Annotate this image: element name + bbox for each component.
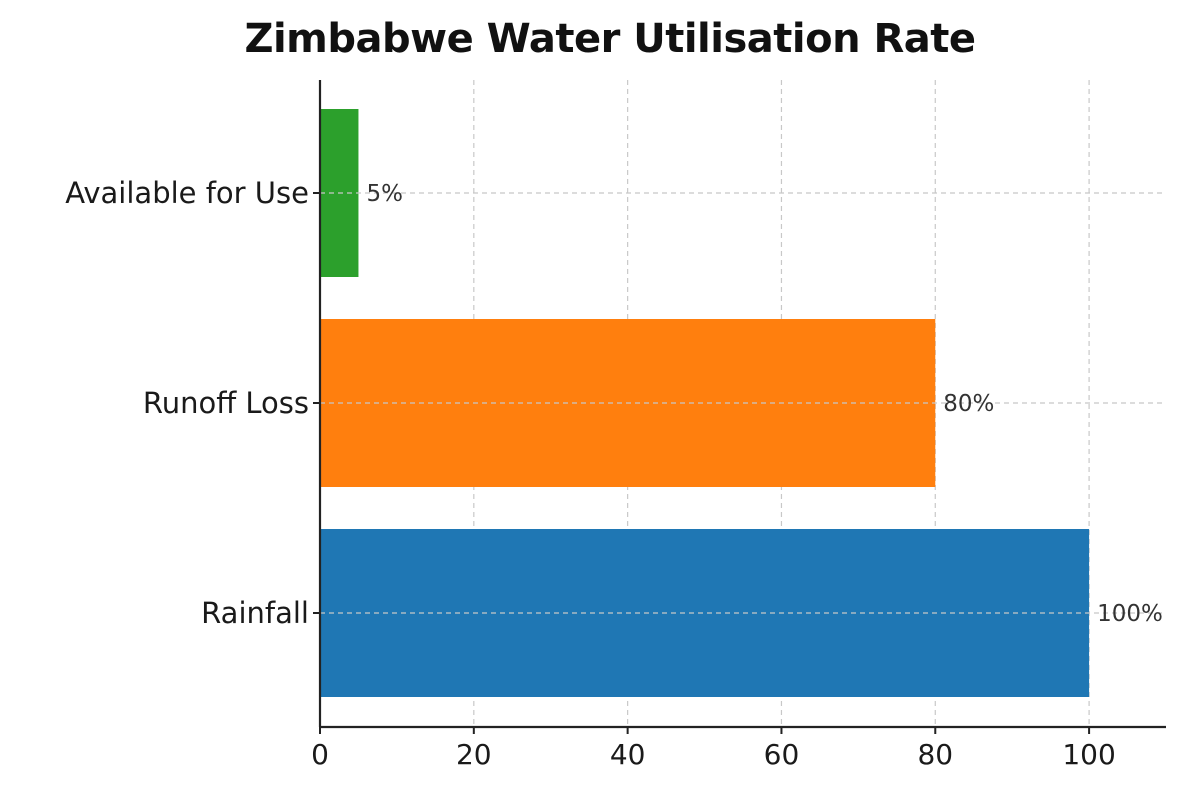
x-tick-label: 40 bbox=[610, 738, 646, 771]
bar-rainfall bbox=[320, 529, 1090, 697]
category-label: Runoff Loss bbox=[143, 386, 309, 420]
data-label: 80% bbox=[943, 391, 994, 417]
axis-layer bbox=[313, 80, 1166, 734]
chart-title: Zimbabwe Water Utilisation Rate bbox=[244, 16, 976, 62]
x-tick-label: 100 bbox=[1062, 738, 1115, 771]
x-tick-label: 0 bbox=[311, 738, 329, 771]
category-label: Available for Use bbox=[65, 176, 309, 210]
x-tick-label: 60 bbox=[764, 738, 800, 771]
x-tick-label: 80 bbox=[917, 738, 953, 771]
category-label: Rainfall bbox=[201, 596, 309, 630]
label-layer: 0 20 40 60 80 100 Rainfall 100% Runoff Loss 80% Av… bbox=[65, 176, 1163, 771]
horizontal-grid-layer bbox=[320, 192, 1166, 614]
data-label: 5% bbox=[366, 181, 403, 207]
data-label: 100% bbox=[1097, 601, 1163, 627]
x-tick-label: 20 bbox=[456, 738, 492, 771]
